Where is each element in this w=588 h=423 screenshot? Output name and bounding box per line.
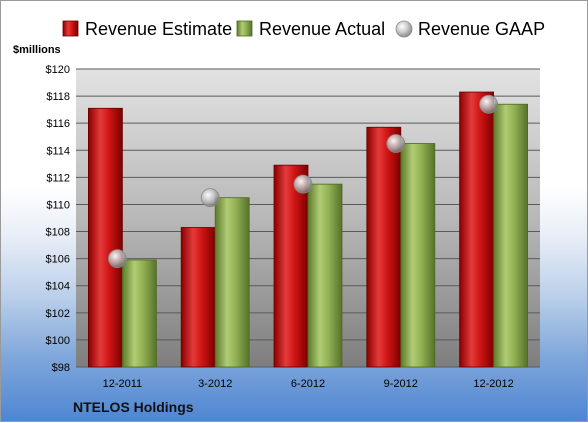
y-tick-label: $104 bbox=[46, 281, 70, 293]
bar-revenue-actual-12-2012 bbox=[493, 103, 529, 368]
company-name: NTELOS Holdings bbox=[73, 399, 194, 415]
legend-item: Revenue Estimate bbox=[62, 19, 232, 39]
y-tick-label: $112 bbox=[46, 172, 70, 184]
bars bbox=[88, 91, 529, 368]
x-tick-label: 12-2011 bbox=[103, 378, 143, 390]
legend-label: Revenue Actual bbox=[259, 19, 385, 39]
legend-item: Revenue GAAP bbox=[395, 19, 545, 39]
y-tick-label: $106 bbox=[46, 254, 70, 266]
legend-swatch bbox=[236, 20, 253, 37]
marker-revenue-gaap-12-2011 bbox=[108, 249, 127, 269]
x-tick-label: 6-2012 bbox=[291, 378, 325, 390]
bar-revenue-actual-9-2012 bbox=[400, 143, 436, 368]
x-tick-label: 9-2012 bbox=[384, 378, 418, 390]
legend-item: Revenue Actual bbox=[236, 19, 385, 39]
x-tick-label: 3-2012 bbox=[198, 378, 232, 390]
marker-revenue-gaap-12-2012 bbox=[479, 94, 499, 114]
y-tick-label: $102 bbox=[46, 308, 70, 320]
y-tick-label: $120 bbox=[46, 64, 70, 76]
y-tick-label: $110 bbox=[46, 199, 70, 211]
x-tick-label: 12-2012 bbox=[473, 378, 513, 390]
bar-revenue-actual-6-2012 bbox=[307, 183, 343, 368]
bar-revenue-estimate-12-2011 bbox=[88, 107, 123, 368]
bar-revenue-actual-3-2012 bbox=[214, 197, 250, 368]
marker-revenue-gaap-6-2012 bbox=[293, 174, 313, 194]
marker-revenue-gaap-3-2012 bbox=[200, 188, 220, 208]
legend: Revenue Estimate Revenue Actual Revenue GA… bbox=[62, 19, 545, 39]
y-tick-label: $108 bbox=[46, 227, 70, 239]
gaap-markers bbox=[108, 94, 499, 269]
x-axis-ticks: 12-2011 3-2012 6-2012 9-2012 12-2012 bbox=[103, 378, 514, 390]
y-tick-label: $98 bbox=[52, 362, 70, 374]
legend-label: Revenue Estimate bbox=[85, 19, 232, 39]
y-axis-unit-label: $millions bbox=[13, 44, 61, 56]
bar-revenue-estimate-9-2012 bbox=[366, 126, 402, 368]
y-axis-ticks: $98 $100 $102 $104 $106 $108 $110 $112 $114 $116 $… bbox=[46, 64, 70, 374]
bar-revenue-actual-12-2011 bbox=[122, 259, 157, 368]
legend-swatch bbox=[62, 20, 79, 37]
legend-swatch-marker bbox=[395, 20, 413, 38]
y-tick-label: $118 bbox=[46, 91, 70, 103]
legend-label: Revenue GAAP bbox=[418, 19, 545, 39]
bar-revenue-estimate-3-2012 bbox=[180, 227, 216, 368]
y-tick-label: $100 bbox=[46, 335, 70, 347]
marker-revenue-gaap-9-2012 bbox=[386, 134, 406, 153]
bar-revenue-estimate-6-2012 bbox=[273, 164, 309, 368]
y-tick-label: $116 bbox=[46, 118, 70, 130]
bar-revenue-estimate-12-2012 bbox=[459, 91, 495, 368]
y-tick-label: $114 bbox=[46, 145, 70, 157]
